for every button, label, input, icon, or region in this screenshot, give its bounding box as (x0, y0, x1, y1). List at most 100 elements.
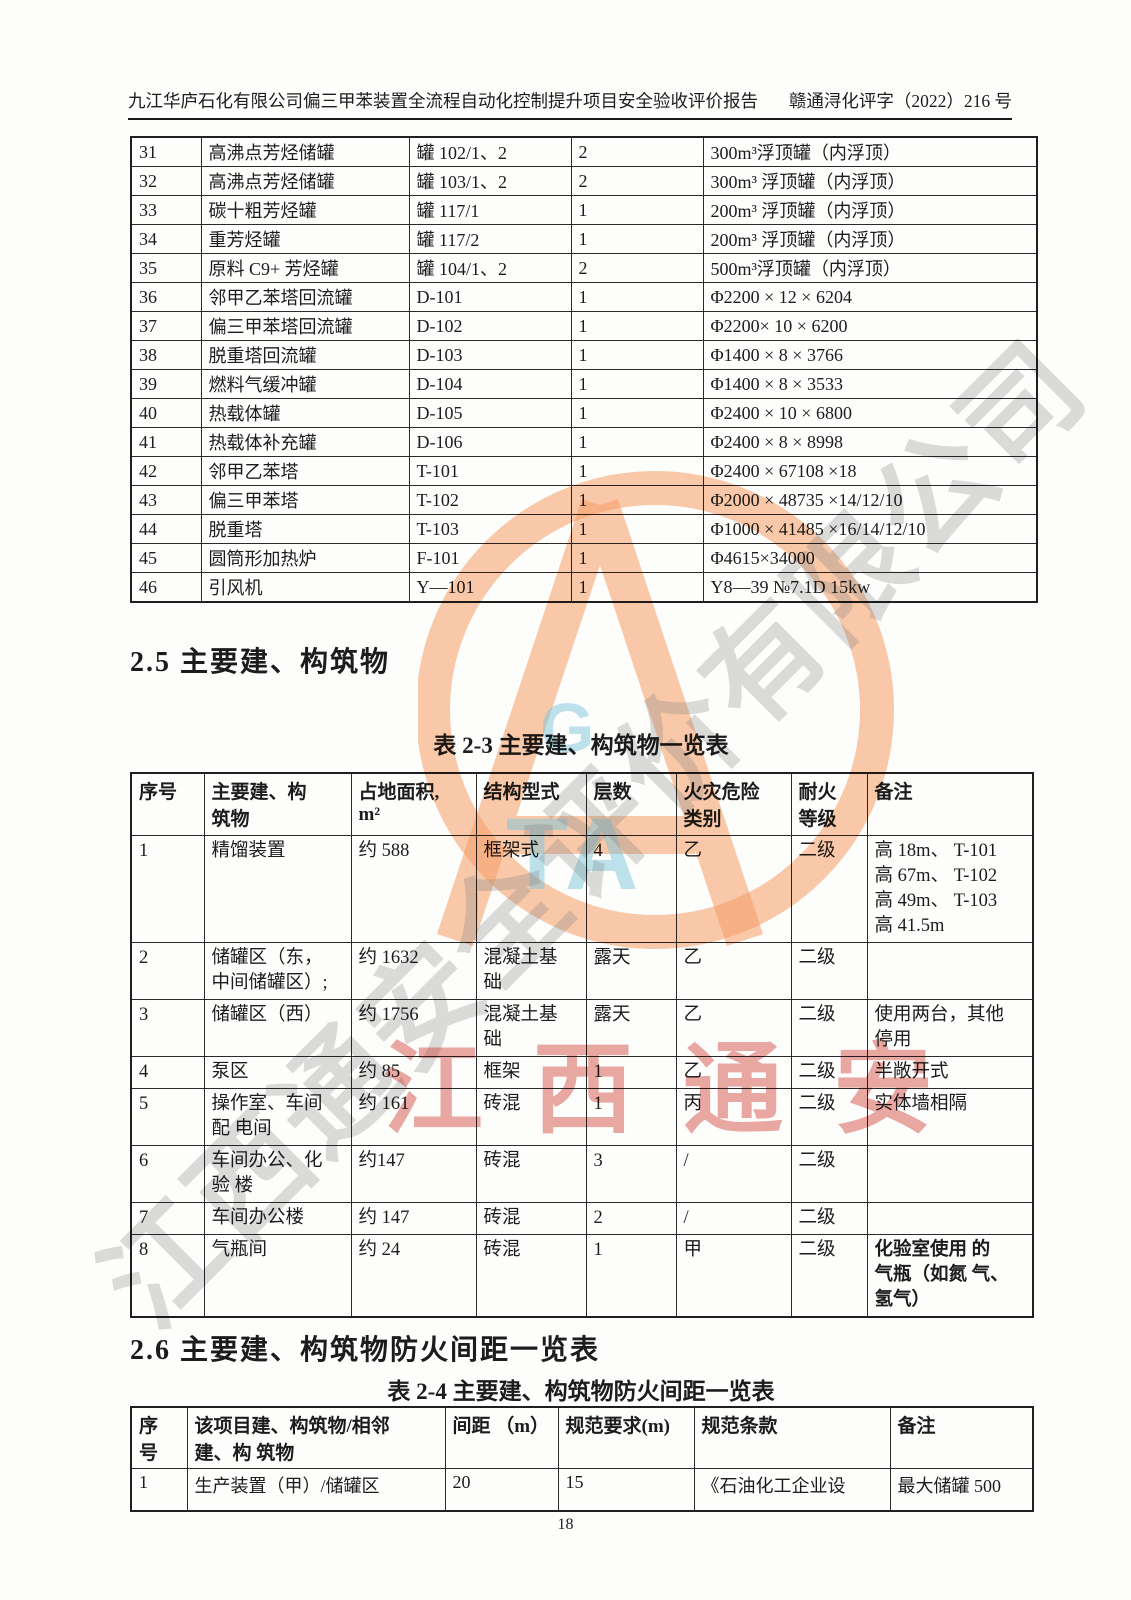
table-cell: 500m³浮顶罐（内浮顶） (702, 253, 1038, 283)
table-cell: 1 (570, 369, 704, 399)
table-cell: 操作室、车间 配 电间 (203, 1087, 352, 1146)
table-cell: F-101 (408, 543, 572, 573)
table-cell: 热载体补充罐 (200, 427, 410, 457)
table-cell: 乙 (675, 998, 792, 1057)
table-cell: 丙 (675, 1087, 792, 1146)
table-cell: 39 (130, 369, 202, 399)
table-cell (866, 1144, 1034, 1203)
table-cell: D-101 (408, 282, 572, 312)
table-cell: 约 161 (350, 1087, 477, 1146)
table-cell: Φ1400 × 8 × 3766 (702, 340, 1038, 370)
table-row: 5 操作室、车间 配 电间约 161 砖混 1 丙二级 实体墙相隔 (130, 1087, 1034, 1146)
table-cell: 罐 103/1、2 (408, 166, 572, 196)
table-cell: 车间办公、化 验 楼 (203, 1144, 352, 1203)
table-cell: 1 (585, 1055, 677, 1089)
table-cell: 1 (130, 1468, 188, 1511)
table-cell: 框架 (475, 1055, 587, 1089)
table-cell: 罐 117/1 (408, 195, 572, 225)
table-cell: 混凝土基 础 (475, 998, 587, 1057)
table-cell: 二级 (790, 1055, 868, 1089)
table-cell: 高沸点芳烃储罐 (200, 166, 410, 196)
table-cell: 43 (130, 485, 202, 515)
table-cell: 44 (130, 514, 202, 544)
table-cell: Y8—39 №7.1D 15kw (702, 572, 1038, 603)
table-cell: 燃料气缓冲罐 (200, 369, 410, 399)
table-cell: 46 (130, 572, 202, 603)
table-cell (866, 1201, 1034, 1235)
table-row: 32 高沸点芳烃储罐罐 103/1、2 2 300m³ 浮顶罐（内浮顶） (130, 166, 1038, 196)
table-cell: 1 (570, 282, 704, 312)
table-row: 1 精馏装置约 588 框架式 4 乙二级高 18m、 T-101 高 67m、 T-1… (130, 834, 1034, 943)
column-header: 耐火 等级 (790, 772, 868, 836)
table-row: 40 热载体罐 D-105 1 Φ2400 × 10 × 6800 (130, 398, 1038, 428)
table-cell: 圆筒形加热炉 (200, 543, 410, 573)
page-number: 18 (557, 1516, 574, 1533)
table-row: 43 偏三甲苯塔 T-102 1 Φ2000 × 48735 ×14/12/10 (130, 485, 1038, 515)
table-cell: 35 (130, 253, 202, 283)
table-row: 3 储罐区（西）约 1756 混凝土基 础露天乙二级 使用两台，其他 停用 (130, 998, 1034, 1057)
table-cell: 1 (570, 456, 704, 486)
table-cell: 最大储罐 500 (889, 1468, 1034, 1511)
table-cell: Φ2400 × 8 × 8998 (702, 427, 1038, 457)
table-cell: 1 (570, 514, 704, 544)
table-cell: Φ4615×34000 (702, 543, 1038, 573)
table-cell: 1 (570, 398, 704, 428)
table-cell: 1 (570, 543, 704, 573)
table-cell: 1 (570, 572, 704, 603)
table-cell: 乙 (675, 834, 792, 943)
table-cell: 33 (130, 195, 202, 225)
table-cell: Y—101 (408, 572, 572, 603)
table-cell: 1 (570, 195, 704, 225)
table-cell: 二级 (790, 1201, 868, 1235)
column-header: 序 号 (130, 1406, 188, 1469)
buildings-table-body: 1 精馏装置约 588 框架式 4 乙二级高 18m、 T-101 高 67m、 T-1… (130, 834, 1034, 1317)
table-row: 46 引风机 Y—101 1 Y8—39 №7.1D 15kw (130, 572, 1038, 603)
table-cell (866, 941, 1034, 1000)
table-cell: Φ1000 × 41485 ×16/14/12/10 (702, 514, 1038, 544)
table-cell: 约147 (350, 1144, 477, 1203)
table-cell: 32 (130, 166, 202, 196)
table-cell: 约 588 (350, 834, 477, 943)
table-cell: 45 (130, 543, 202, 573)
table-cell: / (675, 1144, 792, 1203)
table-cell: 偏三甲苯塔回流罐 (200, 311, 410, 341)
table-cell: 34 (130, 224, 202, 254)
table-cell: 泵区 (203, 1055, 352, 1089)
table-cell: 2 (570, 136, 704, 167)
table-row: 35 原料 C9+ 芳烃罐罐 104/1、2 2 500m³浮顶罐（内浮顶） (130, 253, 1038, 283)
column-header: 结构型式 (475, 772, 587, 836)
table-row: 33 碳十粗芳烃罐罐 117/1 1 200m³ 浮顶罐（内浮顶） (130, 195, 1038, 225)
equipment-table-body: 31 高沸点芳烃储罐罐 102/1、2 2 300m³浮顶罐（内浮顶） 32 高沸点芳烃储… (130, 136, 1038, 603)
table-cell: 4 (585, 834, 677, 943)
table-cell: 37 (130, 311, 202, 341)
table-cell: 300m³ 浮顶罐（内浮顶） (702, 166, 1038, 196)
column-header: 序号 (130, 772, 205, 836)
table-row: 31 高沸点芳烃储罐罐 102/1、2 2 300m³浮顶罐（内浮顶） (130, 136, 1038, 167)
table-cell: 约 1756 (350, 998, 477, 1057)
table-cell: D-106 (408, 427, 572, 457)
table-cell: 邻甲乙苯塔回流罐 (200, 282, 410, 312)
table-cell: Φ2400 × 67108 ×18 (702, 456, 1038, 486)
table-cell: 露天 (585, 998, 677, 1057)
table-cell: 高 18m、 T-101 高 67m、 T-102 高 49m、 T-103 高… (866, 834, 1034, 943)
table-cell: 二级 (790, 1233, 868, 1317)
table-cell: 二级 (790, 1144, 868, 1203)
table-cell: 二级 (790, 941, 868, 1000)
table-cell: 热载体罐 (200, 398, 410, 428)
table-cell: 15 (557, 1468, 695, 1511)
table-row: 42 邻甲乙苯塔 T-101 1 Φ2400 × 67108 ×18 (130, 456, 1038, 486)
table-cell: 生产装置（甲）/储罐区 (186, 1468, 446, 1511)
column-header: 该项目建、构筑物/相邻 建、构 筑物 (186, 1406, 446, 1469)
table-cell: D-104 (408, 369, 572, 399)
table-cell: 31 (130, 136, 202, 167)
table-cell: 混凝土基 础 (475, 941, 587, 1000)
table-cell: 砖混 (475, 1201, 587, 1235)
table-cell: 罐 104/1、2 (408, 253, 572, 283)
header-report-title: 九江华庐石化有限公司偏三甲苯装置全流程自动化控制提升项目安全验收评价报告 (128, 91, 758, 111)
table-2-4-title: 表 2-4 主要建、构筑物防火间距一览表 (387, 1379, 775, 1404)
table-row: 8 气瓶间约 24 砖混 1 甲二级 化验室使用 的 气瓶（如氮 气、 氢气） (130, 1233, 1034, 1317)
table-2-3-title: 表 2-3 主要建、构筑物一览表 (433, 733, 729, 758)
table-cell: 乙 (675, 1055, 792, 1089)
table-cell: 2 (130, 941, 205, 1000)
table-cell: 露天 (585, 941, 677, 1000)
